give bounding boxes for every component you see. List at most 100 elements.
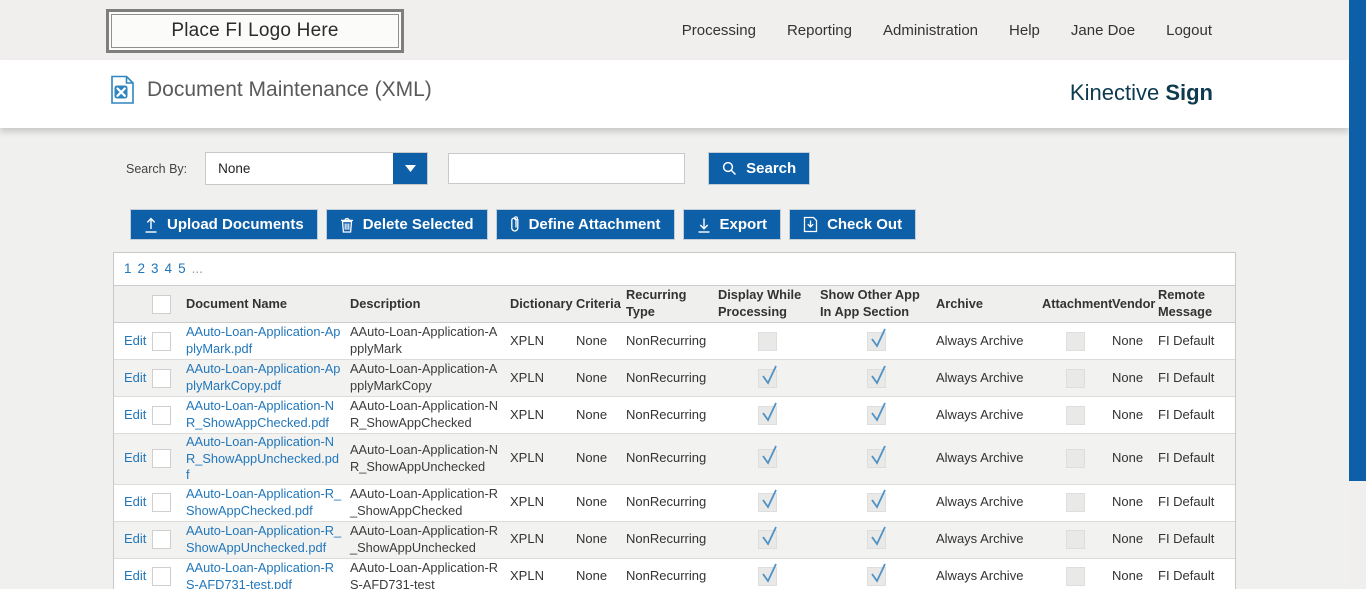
nav-item-reporting[interactable]: Reporting [786, 21, 852, 39]
description-cell: AAuto-Loan-Application-RS-AFD731-test [350, 560, 498, 589]
show-other-app-checkbox [867, 489, 886, 513]
description-cell: AAuto-Loan-Application-NR_ShowAppUncheck… [350, 442, 498, 474]
vendor-cell: None [1112, 531, 1144, 547]
document-name-link[interactable]: AAuto-Loan-Application-NR_ShowAppUncheck… [186, 434, 339, 483]
search-by-label: Search By: [126, 161, 188, 176]
pagination: 1 2 3 4 5... [114, 253, 1235, 285]
attachment-checkbox [1066, 530, 1085, 550]
export-label: Export [719, 216, 768, 233]
criteria-cell: None [576, 332, 608, 348]
recurring-type-cell: NonRecurring [626, 406, 707, 422]
define-attachment-label: Define Attachment [528, 216, 661, 233]
documents-table-card: 1 2 3 4 5... Document Name Description Dicti… [113, 252, 1236, 589]
upload-documents-button[interactable]: Upload Documents [130, 209, 318, 240]
edit-link[interactable]: Edit [124, 450, 147, 466]
page-link-4[interactable]: 4 [164, 261, 173, 276]
vendor-cell: None [1112, 494, 1144, 510]
nav-item-logout[interactable]: Logout [1166, 21, 1212, 39]
document-name-link[interactable]: AAuto-Loan-Application-RS-AFD731-test.pd… [186, 560, 334, 589]
criteria-cell: None [576, 450, 608, 466]
check-out-label: Check Out [827, 216, 903, 233]
edit-link[interactable]: Edit [124, 568, 147, 584]
check-out-document-icon [803, 216, 818, 233]
dictionary-cell: XPLN [510, 369, 544, 385]
remote-message-cell: FI Default [1158, 406, 1215, 422]
vertical-scrollbar[interactable] [1349, 0, 1366, 589]
export-button[interactable]: Export [682, 209, 782, 240]
attachment-checkbox [1066, 331, 1085, 351]
page-link-1[interactable]: 1 [124, 261, 132, 276]
document-maintenance-icon [110, 75, 135, 105]
main-nav: Processing Reporting Administration Help Jan… [682, 0, 1212, 60]
show-other-app-checkbox [867, 563, 886, 587]
row-select-checkbox[interactable] [152, 567, 171, 587]
dictionary-cell: XPLN [510, 450, 544, 466]
fi-logo-placeholder: Place FI Logo Here [106, 9, 404, 53]
table-row: Edit AAuto-Loan-Application-ApplyMark.pdf… [114, 322, 1235, 360]
remote-message-cell: FI Default [1158, 494, 1215, 510]
chevron-down-icon[interactable] [393, 153, 428, 184]
document-name-link[interactable]: AAuto-Loan-Application-NR_ShowAppChecked… [186, 398, 334, 430]
col-attachment: Attachment [1042, 285, 1112, 323]
check-out-button[interactable]: Check Out [789, 209, 917, 240]
page-link-5[interactable]: 5 [178, 261, 186, 276]
description-cell: AAuto-Loan-Application-ApplyMarkCopy [350, 361, 498, 393]
edit-link[interactable]: Edit [124, 531, 147, 547]
nav-item-help[interactable]: Help [1009, 21, 1040, 39]
document-name-link[interactable]: AAuto-Loan-Application-R_ShowAppUnchecke… [186, 523, 342, 555]
brand-regular: Kinective [1069, 80, 1160, 105]
delete-selected-button[interactable]: Delete Selected [325, 209, 488, 240]
edit-link[interactable]: Edit [124, 369, 147, 385]
nav-item-administration[interactable]: Administration [882, 21, 979, 39]
recurring-type-cell: NonRecurring [626, 332, 707, 348]
attachment-checkbox [1066, 449, 1085, 469]
search-button[interactable]: Search [708, 152, 811, 185]
recurring-type-cell: NonRecurring [626, 568, 707, 584]
page-link-3[interactable]: 3 [151, 261, 159, 276]
table-row: Edit AAuto-Loan-Application-R_ShowAppUnch… [114, 521, 1235, 559]
vendor-cell: None [1112, 450, 1144, 466]
document-name-link[interactable]: AAuto-Loan-Application-R_ShowAppChecked.… [186, 486, 342, 518]
table-header-row: Document Name Description Dictionary Cri… [114, 285, 1235, 323]
recurring-type-cell: NonRecurring [626, 369, 707, 385]
row-select-checkbox[interactable] [152, 493, 171, 513]
col-recurring-type: Recurring Type [626, 285, 718, 323]
edit-link[interactable]: Edit [124, 494, 147, 510]
row-select-checkbox[interactable] [152, 449, 171, 469]
col-vendor: Vendor [1112, 285, 1158, 323]
description-cell: AAuto-Loan-Application-R_ShowAppChecked [350, 486, 498, 518]
remote-message-cell: FI Default [1158, 369, 1215, 385]
title-band: Document Maintenance (XML) Kinective Sig… [0, 60, 1349, 128]
recurring-type-cell: NonRecurring [626, 494, 707, 510]
edit-link[interactable]: Edit [124, 406, 147, 422]
nav-item-processing[interactable]: Processing [681, 21, 756, 39]
display-while-processing-checkbox [758, 402, 777, 425]
nav-item-jane-doe[interactable]: Jane Doe [1070, 21, 1136, 39]
table-row: Edit AAuto-Loan-Application-R_ShowAppChec… [114, 484, 1235, 522]
document-name-link[interactable]: AAuto-Loan-Application-ApplyMarkCopy.pdf [186, 361, 341, 393]
scrollbar-thumb[interactable] [1349, 0, 1366, 481]
dictionary-cell: XPLN [510, 568, 544, 584]
page-link-2[interactable]: 2 [137, 261, 146, 276]
row-select-checkbox[interactable] [152, 368, 171, 388]
fi-logo-text: Place FI Logo Here [171, 20, 339, 41]
search-by-dropdown[interactable]: None [205, 152, 429, 185]
search-input[interactable] [448, 153, 686, 184]
row-select-checkbox[interactable] [152, 405, 171, 425]
row-select-checkbox[interactable] [152, 331, 171, 351]
document-name-link[interactable]: AAuto-Loan-Application-ApplyMark.pdf [186, 324, 341, 356]
select-all-checkbox[interactable] [152, 294, 171, 314]
display-while-processing-checkbox [758, 563, 777, 587]
remote-message-cell: FI Default [1158, 531, 1215, 547]
search-by-dropdown-value: None [218, 161, 251, 176]
description-cell: AAuto-Loan-Application-R_ShowAppUnchecke… [350, 523, 498, 555]
download-icon [697, 217, 711, 233]
search-button-label: Search [746, 160, 797, 177]
edit-link[interactable]: Edit [124, 332, 147, 348]
recurring-type-cell: NonRecurring [626, 531, 707, 547]
row-select-checkbox[interactable] [152, 530, 171, 550]
define-attachment-button[interactable]: Define Attachment [495, 209, 675, 240]
kinective-sign-logo: Kinective Sign [1070, 80, 1213, 106]
action-toolbar: Upload Documents Delete Selected Define … [130, 209, 917, 240]
archive-cell: Always Archive [936, 369, 1024, 385]
